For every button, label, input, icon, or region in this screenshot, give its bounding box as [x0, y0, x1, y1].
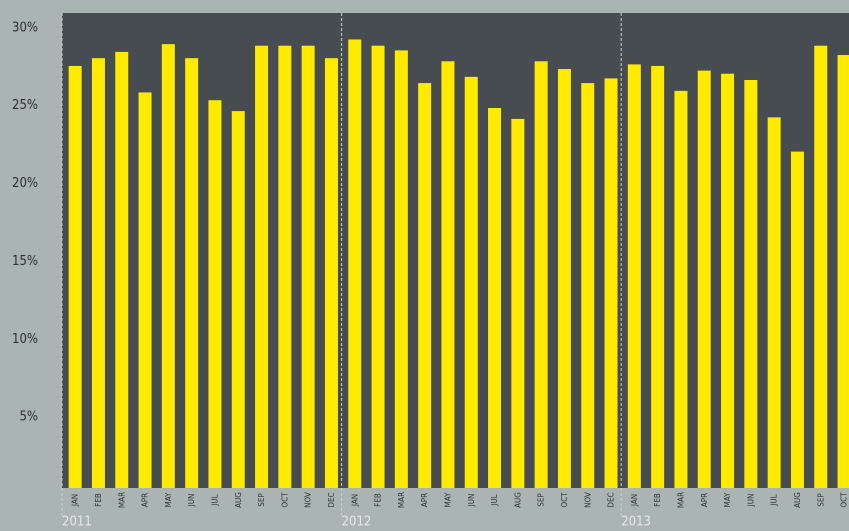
- bar: [627, 64, 641, 489]
- x-tick-label: JUL: [210, 494, 219, 506]
- bar: [674, 90, 688, 489]
- x-tick-label: JUN: [746, 494, 755, 508]
- bar: [278, 45, 292, 488]
- x-tick-label: JUN: [467, 494, 476, 508]
- x-tick-label: AUG: [513, 492, 522, 508]
- bar: [744, 79, 758, 488]
- bar: [348, 39, 362, 489]
- bar: [534, 61, 548, 489]
- bar: [185, 58, 199, 488]
- x-tick-label: DEC: [607, 492, 616, 507]
- bar: [814, 45, 828, 488]
- bar: [604, 78, 618, 488]
- bar: [488, 108, 502, 488]
- x-tick-label: MAR: [676, 492, 685, 508]
- bar: [161, 44, 175, 488]
- x-tick-label: AUG: [793, 492, 802, 508]
- bar: [91, 58, 105, 488]
- bar: [721, 73, 735, 488]
- x-tick-label: JAN: [71, 494, 80, 507]
- x-tick-label: APR: [141, 493, 150, 507]
- bar: [208, 100, 222, 489]
- bar: [837, 55, 849, 488]
- bar: [511, 118, 525, 488]
- bar: [138, 92, 152, 488]
- bar: [255, 45, 269, 488]
- bar: [115, 51, 129, 489]
- x-tick-label: APR: [700, 493, 709, 507]
- x-tick-label: JAN: [630, 494, 639, 507]
- x-tick-label: MAR: [117, 492, 126, 508]
- x-tick-label: SEP: [816, 493, 825, 507]
- bar: [441, 61, 455, 489]
- bar: [301, 45, 315, 488]
- bar: [418, 83, 432, 488]
- bar: [557, 69, 571, 488]
- bar: [371, 45, 385, 488]
- bar: [324, 58, 338, 488]
- year-label: 2011: [62, 515, 92, 530]
- x-tick-label: SEP: [257, 493, 266, 507]
- x-tick-label: FEB: [94, 493, 103, 507]
- bar: [231, 111, 245, 489]
- x-tick-label: NOV: [304, 492, 313, 508]
- x-tick-label: OCT: [280, 492, 289, 508]
- bar: [697, 70, 711, 488]
- y-tick-label: 5%: [19, 410, 38, 425]
- bar: [394, 50, 408, 489]
- x-tick-label: OCT: [840, 492, 849, 508]
- y-tick-label: 25%: [12, 98, 38, 113]
- bar: [651, 65, 665, 489]
- bar: [767, 117, 781, 488]
- x-tick-label: MAY: [723, 492, 732, 508]
- x-tick-label: FEB: [653, 493, 662, 507]
- x-tick-label: JUL: [770, 494, 779, 506]
- x-tick-label: DEC: [327, 492, 336, 507]
- x-tick-label: JUN: [187, 494, 196, 508]
- bar: [68, 65, 82, 489]
- x-tick-label: APR: [420, 493, 429, 507]
- x-tick-label: MAY: [164, 492, 173, 508]
- y-tick-label: 15%: [12, 254, 38, 269]
- y-tick-label: 30%: [12, 20, 38, 35]
- year-label: 2013: [621, 515, 651, 530]
- bar: [464, 76, 478, 488]
- x-tick-label: JUL: [490, 494, 499, 506]
- x-tick-label: AUG: [234, 492, 243, 508]
- bar: [581, 83, 595, 488]
- x-tick-label: SEP: [537, 493, 546, 507]
- x-tick-label: FEB: [374, 493, 383, 507]
- x-tick-label: JAN: [350, 494, 359, 507]
- year-label: 2012: [342, 515, 372, 530]
- y-tick-label: 20%: [12, 176, 38, 191]
- bar: [790, 151, 804, 488]
- x-tick-label: MAR: [397, 492, 406, 508]
- x-tick-label: MAY: [443, 492, 452, 508]
- y-tick-label: 10%: [12, 332, 38, 347]
- x-tick-label: NOV: [583, 492, 592, 508]
- x-tick-label: OCT: [560, 492, 569, 508]
